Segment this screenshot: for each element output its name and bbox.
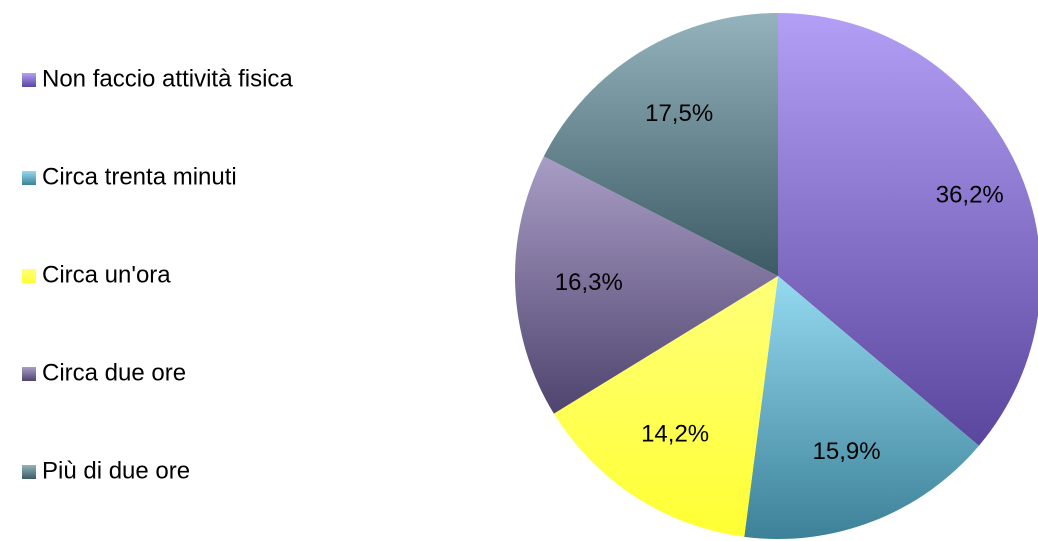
data-label: 17,5% — [645, 100, 713, 127]
data-label: 16,3% — [555, 269, 623, 296]
legend-swatch — [22, 367, 36, 381]
pie-slice — [514, 156, 778, 414]
legend-label: Circa trenta minuti — [42, 163, 237, 190]
data-label: 14,2% — [641, 420, 709, 447]
legend-label: Circa due ore — [42, 359, 186, 386]
data-label: 15,9% — [813, 438, 881, 465]
legend-swatch — [22, 465, 36, 479]
legend-label: Circa un'ora — [42, 261, 171, 288]
pie-slice — [778, 13, 1038, 446]
legend-swatch — [22, 73, 36, 87]
data-label: 36,2% — [936, 182, 1004, 209]
pie-slice — [543, 13, 778, 276]
pie-slice — [744, 276, 979, 539]
legend-label: Più di due ore — [42, 457, 190, 484]
legend-swatch — [22, 171, 36, 185]
legend-label: Non faccio attività fisica — [42, 65, 293, 92]
pie-slice — [553, 276, 778, 537]
legend-swatch — [22, 269, 36, 283]
